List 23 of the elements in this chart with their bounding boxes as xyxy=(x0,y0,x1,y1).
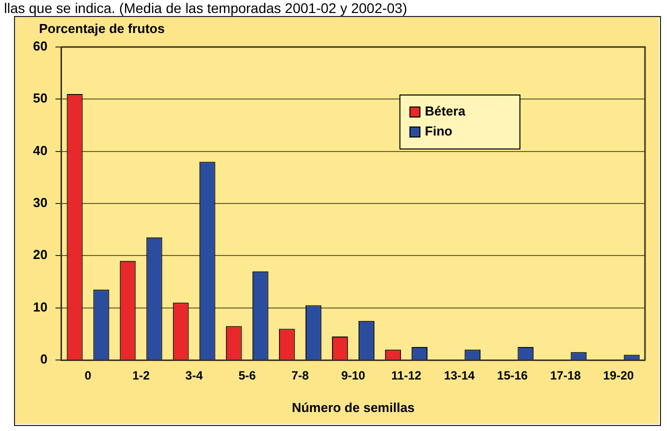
text: llas que se indica. (Media de las temporadas 2001-02 y 2002-03) xyxy=(4,0,408,16)
x-tick-label: 11-12 xyxy=(391,368,422,383)
x-tick-label: 9-10 xyxy=(341,368,366,383)
x-tick-label: 13-14 xyxy=(444,368,475,383)
x-tick-label: 19-20 xyxy=(603,368,634,383)
y-tick-label: 50 xyxy=(32,90,48,106)
x-tick-label: 0 xyxy=(84,368,92,383)
y-tick-label: 0 xyxy=(40,352,48,367)
y-tick-label: 20 xyxy=(32,247,48,262)
legend-label: Fino xyxy=(424,124,452,139)
x-axis-title: Número de semillas xyxy=(292,400,415,415)
y-tick-label: 30 xyxy=(32,195,48,210)
x-tick-label: 17-18 xyxy=(550,368,582,383)
y-axis-title: Porcentaje de frutos xyxy=(39,21,165,36)
x-tick-label: 3-4 xyxy=(185,368,204,383)
y-tick-label: 60 xyxy=(32,38,48,54)
x-tick-label: 7-8 xyxy=(292,368,310,383)
x-tick-label: 15-16 xyxy=(497,368,528,383)
x-tick-label: 5-6 xyxy=(238,368,256,383)
legend-label: Bétera xyxy=(424,104,466,119)
y-tick-label: 10 xyxy=(32,299,48,314)
y-tick-label: 40 xyxy=(32,142,48,158)
x-tick-label: 1-2 xyxy=(132,368,150,383)
